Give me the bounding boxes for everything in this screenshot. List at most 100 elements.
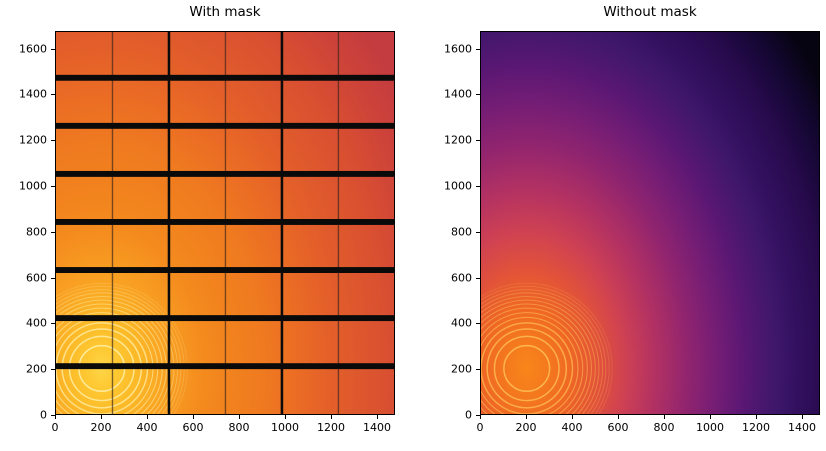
y-tick-mark bbox=[476, 140, 480, 142]
x-tick-mark bbox=[101, 415, 102, 419]
x-tick-mark bbox=[664, 415, 666, 419]
y-tick-label: 1600 bbox=[444, 42, 472, 56]
y-tick-label: 600 bbox=[26, 271, 47, 285]
contour-ring bbox=[481, 312, 584, 414]
y-tick-label: 400 bbox=[26, 316, 47, 330]
x-tick-mark bbox=[239, 415, 241, 419]
y-tick-label: 200 bbox=[26, 362, 47, 376]
x-axis-left-panel: 0 200 400 600 800 1000 1200 1400 bbox=[51, 415, 395, 437]
y-tick-label: 0 bbox=[40, 408, 47, 422]
contour-ring bbox=[481, 285, 610, 414]
x-tick-mark bbox=[618, 415, 620, 419]
x-tick-label: 400 bbox=[136, 421, 158, 434]
x-tick-label: 1200 bbox=[317, 421, 346, 434]
y-tick-mark bbox=[51, 140, 55, 142]
mask-horizontal-bar bbox=[56, 74, 394, 81]
y-tick-mark bbox=[476, 94, 480, 96]
contour-ring bbox=[481, 322, 574, 414]
x-tick-mark bbox=[480, 415, 481, 419]
x-tick-label: 600 bbox=[607, 421, 629, 434]
x-tick-mark bbox=[526, 415, 527, 419]
heatmap-overlay-without-mask bbox=[481, 282, 613, 414]
y-tick-label: 1400 bbox=[19, 87, 47, 101]
mask-horizontal-bar bbox=[56, 219, 394, 225]
contour-ring bbox=[481, 282, 613, 414]
contour-ring bbox=[503, 344, 551, 392]
subplot-without-mask: Without mask 0 200 400 600 800 1000 1200 1400 0… bbox=[444, 4, 820, 434]
x-tick-label: 1400 bbox=[788, 421, 817, 434]
x-tick-mark bbox=[572, 415, 574, 419]
x-tick-label: 200 bbox=[515, 421, 537, 434]
mask-horizontal-bar bbox=[56, 363, 394, 370]
x-tick-mark bbox=[756, 415, 758, 419]
x-tick-mark bbox=[331, 415, 333, 419]
x-tick-label: 0 bbox=[51, 421, 59, 434]
contour-ring bbox=[481, 303, 592, 414]
y-tick-label: 800 bbox=[26, 225, 47, 239]
y-tick-mark bbox=[476, 48, 480, 50]
y-tick-mark bbox=[476, 415, 480, 416]
x-tick-mark bbox=[802, 415, 804, 419]
y-tick-mark bbox=[51, 323, 55, 325]
contour-ring bbox=[481, 316, 579, 414]
y-tick-label: 1200 bbox=[19, 133, 47, 147]
contour-ring bbox=[481, 307, 588, 414]
y-tick-mark bbox=[51, 48, 55, 50]
x-tick-label: 1000 bbox=[271, 421, 300, 434]
x-tick-label: 1000 bbox=[696, 421, 725, 434]
x-tick-mark bbox=[147, 415, 149, 419]
mask-horizontal-bar bbox=[56, 267, 394, 273]
plot-title-with-mask: With mask bbox=[189, 4, 261, 20]
mask-horizontal-bar bbox=[56, 170, 394, 177]
y-tick-mark bbox=[476, 186, 480, 188]
x-tick-label: 0 bbox=[476, 421, 484, 434]
y-tick-label: 800 bbox=[451, 225, 472, 239]
plot-title-without-mask: Without mask bbox=[603, 4, 697, 20]
y-tick-mark bbox=[51, 186, 55, 188]
y-tick-label: 200 bbox=[451, 362, 472, 376]
y-tick-label: 400 bbox=[451, 316, 472, 330]
y-tick-mark bbox=[51, 369, 55, 371]
y-tick-mark bbox=[476, 277, 480, 279]
x-tick-label: 1400 bbox=[363, 421, 392, 434]
heatmap-with-mask bbox=[55, 31, 395, 415]
x-tick-mark bbox=[193, 415, 195, 419]
heatmap-without-mask bbox=[480, 31, 820, 415]
y-tick-label: 1400 bbox=[444, 87, 472, 101]
x-tick-label: 1200 bbox=[742, 421, 771, 434]
y-tick-label: 1200 bbox=[444, 133, 472, 147]
y-tick-mark bbox=[51, 415, 55, 416]
y-tick-label: 1000 bbox=[19, 179, 47, 193]
y-tick-label: 600 bbox=[451, 271, 472, 285]
y-axis-left-panel: 0 200 400 600 800 1000 1200 1400 1600 bbox=[1, 31, 55, 422]
y-tick-mark bbox=[51, 94, 55, 96]
contour-ring bbox=[486, 328, 568, 409]
x-tick-label: 800 bbox=[228, 421, 250, 434]
mask-horizontal-bar bbox=[56, 315, 394, 322]
contour-ring bbox=[481, 289, 607, 414]
y-tick-label: 0 bbox=[465, 408, 472, 422]
y-tick-label: 1000 bbox=[444, 179, 472, 193]
contour-ring bbox=[481, 295, 600, 414]
y-tick-label: 1600 bbox=[19, 42, 47, 56]
mask-horizontal-bar bbox=[56, 122, 394, 129]
y-tick-mark bbox=[51, 277, 55, 279]
contour-ring bbox=[481, 292, 604, 414]
y-tick-mark bbox=[476, 369, 480, 371]
y-tick-mark bbox=[51, 231, 55, 233]
x-axis-right-panel: 0 200 400 600 800 1000 1200 1400 bbox=[476, 415, 820, 437]
y-tick-mark bbox=[476, 231, 480, 233]
contour-ring bbox=[493, 335, 560, 402]
x-tick-label: 400 bbox=[561, 421, 583, 434]
subplot-with-mask: With mask 0 200 400 600 800 1000 1200 1400 0 200… bbox=[19, 4, 395, 434]
x-tick-mark bbox=[710, 415, 712, 419]
y-tick-mark bbox=[476, 323, 480, 325]
x-tick-label: 200 bbox=[90, 421, 112, 434]
contour-ring bbox=[481, 299, 596, 414]
heatmap-overlay-with-mask bbox=[56, 32, 394, 414]
x-tick-mark bbox=[377, 415, 379, 419]
x-tick-label: 800 bbox=[653, 421, 675, 434]
y-axis-right-panel: 0 200 400 600 800 1000 1200 1400 1600 bbox=[426, 31, 480, 422]
x-tick-label: 600 bbox=[182, 421, 204, 434]
